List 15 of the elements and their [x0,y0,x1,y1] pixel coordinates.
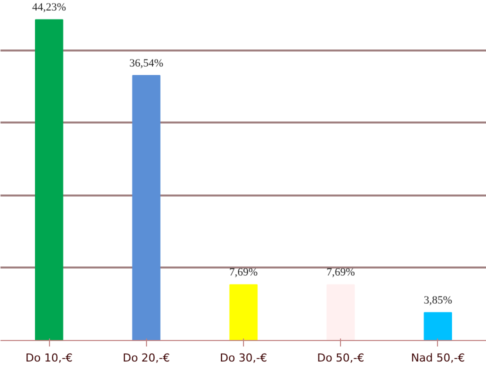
bar [229,284,258,340]
bar [132,75,160,340]
data-label: 3,85% [424,294,452,307]
data-label: 7,69% [229,266,258,279]
x-tick-label: Do 30,-€ [220,352,268,364]
data-label: 36,54% [129,58,164,70]
bar [326,284,355,340]
data-label: 7,69% [326,266,355,279]
x-tick-label: Do 10,-€ [26,352,73,364]
bar [424,312,452,340]
data-label: 44,23% [32,2,66,14]
x-tick-label: Nad 50,-€ [410,352,465,364]
x-tick-label: Do 20,-€ [122,352,170,364]
x-tick-label: Do 50,-€ [317,352,364,364]
bar [34,19,64,340]
